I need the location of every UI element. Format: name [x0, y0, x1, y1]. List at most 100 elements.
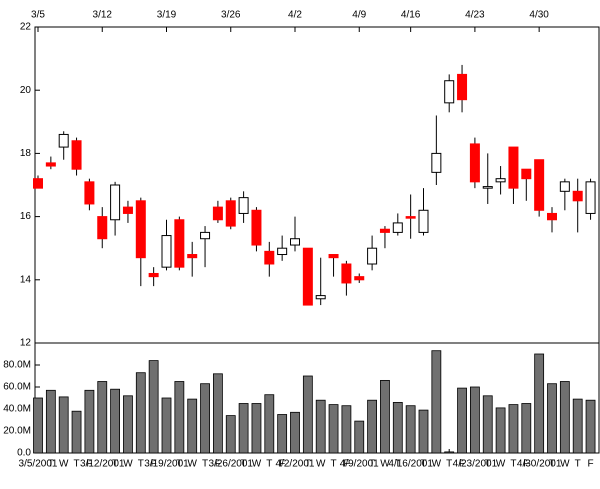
volume-bar	[71, 410, 82, 454]
x-tick-label: W	[496, 459, 506, 470]
x-tick-label: W	[187, 459, 197, 470]
candle-body	[405, 216, 416, 219]
y-tick-label: 20.0M	[3, 426, 31, 437]
x-tick-label: W	[560, 459, 570, 470]
volume-bar	[341, 405, 352, 454]
candle-body	[200, 231, 211, 240]
x-tick-label: F	[459, 459, 465, 470]
candle-body	[367, 247, 378, 265]
candle-body	[418, 209, 429, 233]
volume-bar	[547, 383, 557, 454]
candle-body	[547, 212, 557, 221]
volume-bar	[328, 404, 339, 454]
candle-body	[354, 276, 365, 281]
x-tick-label: T	[48, 459, 54, 470]
candle-body	[290, 238, 300, 246]
x-tick-label: T	[420, 459, 426, 470]
volume-bar	[200, 383, 210, 454]
x-tick-label: T	[266, 459, 272, 470]
x-tick-label: T	[202, 459, 208, 470]
y-tick-label: 16	[20, 211, 32, 222]
candle-body	[277, 247, 288, 256]
candle-body	[187, 254, 198, 259]
candle-body	[302, 247, 313, 306]
x-tick-label: W	[432, 459, 442, 470]
volume-bar	[405, 405, 416, 454]
volume-bar	[161, 397, 172, 454]
x-tick-label: F	[343, 459, 349, 470]
candle-body	[482, 186, 493, 189]
volume-bar	[45, 389, 56, 454]
volume-bar	[33, 397, 43, 454]
candle-body	[238, 197, 249, 214]
x-tick-label: F	[215, 459, 221, 470]
candle-body	[58, 133, 69, 148]
candle-body	[33, 178, 43, 189]
candle-body	[264, 250, 275, 265]
x-tick-label: T	[369, 459, 375, 470]
candle-body	[585, 181, 596, 214]
x-tick-label: 3/26	[221, 10, 241, 21]
candle-body	[110, 184, 121, 221]
candle-body	[431, 152, 442, 173]
x-tick-label: T	[112, 459, 118, 470]
x-tick-label: W	[123, 459, 133, 470]
volume-bar	[315, 399, 326, 454]
y-tick-label: 18	[20, 148, 32, 159]
volume-bar	[431, 350, 442, 454]
volume-bar	[277, 414, 288, 454]
candle-body	[328, 254, 339, 259]
volume-bar	[97, 381, 108, 454]
candle-body	[315, 295, 326, 300]
candle-body	[84, 181, 95, 205]
x-tick-label: T	[305, 459, 311, 470]
volume-bar	[418, 409, 429, 454]
x-tick-label: T	[395, 459, 401, 470]
volume-bar	[354, 420, 365, 454]
candle-body	[45, 162, 56, 167]
volume-bar	[212, 373, 223, 454]
x-tick-label: 3/26/2001	[209, 459, 254, 470]
volume-bar	[264, 394, 275, 454]
x-tick-label: 4/2/2001	[276, 459, 315, 470]
candle-body	[495, 178, 506, 183]
volume-bar	[367, 399, 378, 454]
candle-body	[225, 200, 236, 227]
y-tick-label: 60.0M	[3, 382, 31, 393]
x-tick-label: T	[485, 459, 491, 470]
candle-body	[341, 263, 352, 284]
volume-bar	[457, 387, 467, 454]
volume-bar	[302, 375, 313, 454]
x-tick-label: T	[73, 459, 79, 470]
x-tick-label: W	[59, 459, 69, 470]
candle-body	[392, 222, 403, 233]
volume-bar	[380, 379, 390, 454]
volume-bar	[521, 403, 532, 454]
volume-bar	[187, 398, 198, 454]
x-tick-label: W	[380, 459, 390, 470]
volume-bar	[572, 398, 583, 454]
volume-bar	[174, 381, 185, 454]
x-tick-label: F	[151, 459, 157, 470]
volume-bar	[251, 403, 262, 454]
volume-bar	[135, 372, 146, 454]
x-tick-label: 3/12/2001	[80, 459, 125, 470]
volume-bar	[58, 396, 69, 454]
volume-bar	[392, 401, 403, 454]
x-tick-label: T	[575, 459, 581, 470]
candle-body	[135, 200, 146, 259]
volume-bar	[123, 395, 133, 454]
x-tick-label: 4/23/2001	[453, 459, 498, 470]
x-tick-label: 4/9	[352, 10, 366, 21]
candle-body	[457, 73, 468, 101]
candle-body	[97, 216, 108, 240]
candle-body	[71, 140, 82, 170]
x-tick-label: F	[279, 459, 285, 470]
x-tick-label: 3/12	[93, 10, 113, 21]
y-tick-label: 12	[20, 338, 32, 349]
y-tick-label: 80.0M	[3, 360, 31, 371]
y-tick-label: 14	[20, 274, 32, 285]
volume-bar	[482, 395, 493, 454]
x-tick-label: T	[330, 459, 336, 470]
candle-body	[521, 168, 532, 180]
